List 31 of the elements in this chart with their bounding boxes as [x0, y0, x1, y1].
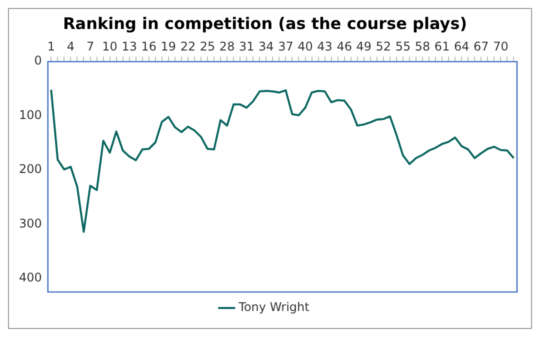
- x-tick-label: 13: [122, 40, 137, 54]
- y-tick-label: 300: [19, 216, 42, 230]
- x-tick-label: 7: [86, 40, 94, 54]
- x-tick-label: 25: [200, 40, 216, 54]
- x-tick-label: 58: [414, 40, 430, 54]
- legend-label: Tony Wright: [238, 300, 310, 314]
- y-tick-label: 400: [19, 270, 42, 285]
- x-tick-label: 1: [47, 40, 55, 54]
- x-tick-label: 19: [160, 40, 176, 54]
- chart-title: Ranking in competition (as the course plays): [62, 14, 468, 33]
- x-tick-label: 70: [493, 40, 508, 54]
- x-tick-label: 67: [474, 40, 489, 54]
- x-tick-label: 22: [180, 40, 196, 54]
- x-tick-label: 31: [238, 40, 254, 54]
- x-tick-label: 40: [298, 40, 313, 54]
- x-tick-label: 64: [454, 40, 470, 54]
- x-tick-label: 52: [376, 40, 392, 54]
- x-tick-label: 61: [434, 40, 450, 54]
- x-tick-label: 16: [141, 40, 157, 54]
- x-tick-label: 28: [219, 40, 235, 54]
- x-tick-label: 43: [317, 40, 332, 54]
- x-tick-label: 10: [102, 40, 118, 54]
- y-tick-label: 200: [19, 162, 42, 176]
- x-tick-label: 4: [66, 40, 75, 54]
- x-tick-label: 49: [356, 40, 372, 54]
- y-tick-label: 0: [34, 54, 42, 68]
- x-tick-label: 55: [395, 40, 411, 54]
- y-tick-label: 100: [19, 108, 42, 122]
- x-tick-label: 34: [258, 40, 274, 54]
- x-tick-label: 46: [336, 40, 352, 54]
- x-tick-label: 37: [278, 40, 294, 54]
